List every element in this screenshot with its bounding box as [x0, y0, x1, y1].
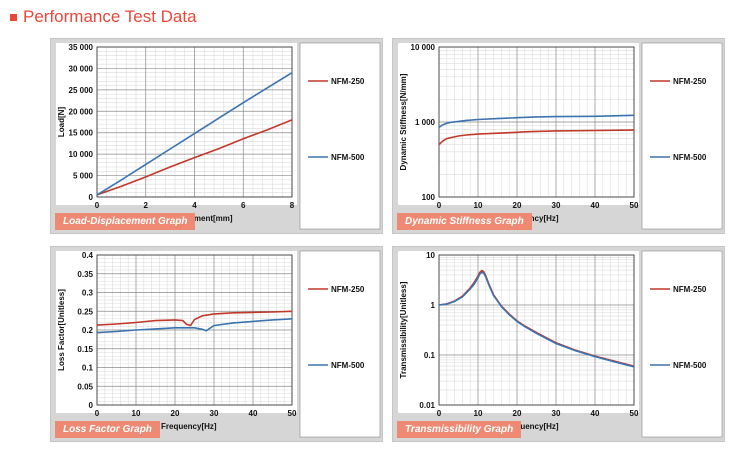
dynamic-stiffness-plot-frame — [438, 46, 635, 198]
loss-factor-x-tick-label: 50 — [288, 409, 297, 418]
load-displacement-legend-label: NFM-500 — [331, 153, 365, 162]
load-displacement-chart: 0 2 4 6 8 0 5 000 10 000 15 000 20 000 25 000 30 00… — [56, 42, 381, 230]
loss-factor-y-tick-label: 0.4 — [82, 251, 94, 260]
dynamic-stiffness-x-tick-label: 40 — [591, 201, 600, 210]
load-displacement-y-tick-label: 20 000 — [69, 107, 94, 116]
loss-factor-y-tick-label: 0.05 — [77, 382, 93, 391]
loss-factor-y-tick-label: 0.2 — [82, 326, 94, 335]
loss-factor-x-tick-label: 0 — [95, 409, 100, 418]
transmissibility-legend-box — [641, 250, 723, 438]
loss-factor-tag: Loss Factor Graph — [55, 421, 160, 438]
dynamic-stiffness-x-tick-label: 0 — [437, 201, 442, 210]
load-displacement-x-tick-label: 8 — [290, 201, 295, 210]
transmissibility-y-axis-label: Transmissibility[Unitless] — [399, 281, 408, 378]
transmissibility-x-tick-label: 50 — [630, 409, 639, 418]
dynamic-stiffness-legend-label: NFM-500 — [673, 153, 707, 162]
transmissibility-y-tick-label: 0.01 — [419, 401, 435, 410]
load-displacement-x-axis-label: Displacement[mm] — [161, 214, 233, 223]
loss-factor-y-axis-label: Loss Factor[Unitless] — [57, 289, 66, 371]
load-displacement-y-tick-label: 25 000 — [69, 86, 94, 95]
loss-factor-x-tick-label: 30 — [210, 409, 219, 418]
loss-factor-x-axis-label: Frequency[Hz] — [161, 422, 217, 431]
transmissibility-chart: 0 10 20 30 40 500.010.1110Frequency[Hz]Transm… — [398, 250, 723, 438]
loss-factor-panel: 0 10 20 30 40 50 0 0.05 0.1 0.15 0.2 0.25 0.3 0.35 0.4… — [50, 246, 383, 442]
transmissibility-x-tick-label: 0 — [437, 409, 442, 418]
transmissibility-x-axis-label: Frequency[Hz] — [503, 422, 559, 431]
load-displacement-tag: Load-Displacement Graph — [55, 213, 196, 230]
transmissibility-y-tick-label: 10 — [426, 251, 435, 260]
transmissibility-x-tick-label: 40 — [591, 409, 600, 418]
loss-factor-x-tick-label: 40 — [249, 409, 258, 418]
dynamic-stiffness-series-line — [438, 114, 635, 128]
loss-factor-legend-box — [299, 250, 381, 438]
load-displacement-legend-box — [299, 42, 381, 230]
loss-factor-y-tick-label: 0.15 — [77, 345, 93, 354]
dynamic-stiffness-x-tick-label: 10 — [474, 201, 483, 210]
load-displacement-x-tick-label: 6 — [241, 201, 246, 210]
load-displacement-y-tick-label: 5 000 — [73, 172, 94, 181]
loss-factor-series-line — [96, 318, 293, 334]
load-displacement-y-tick-label: 15 000 — [69, 129, 94, 138]
load-displacement-y-tick-label: 35 000 — [69, 43, 94, 52]
dynamic-stiffness-series-line — [438, 129, 635, 146]
load-displacement-y-tick-label: 10 000 — [69, 150, 94, 159]
load-displacement-y-tick-label: 0 — [89, 193, 94, 202]
transmissibility-legend-label: NFM-250 — [673, 285, 707, 294]
load-displacement-plot-frame — [96, 46, 293, 198]
transmissibility-plot-area — [439, 255, 634, 405]
loss-factor-chart: 0 10 20 30 40 50 0 0.05 0.1 0.15 0.2 0.25 0.3 0.35 0.4… — [56, 250, 381, 438]
load-displacement-y-tick-label: 30 000 — [69, 64, 94, 73]
dynamic-stiffness-y-tick-label: 10 000 — [411, 43, 436, 52]
transmissibility-panel: 0 10 20 30 40 50 0.01 0.1 1 10 Frequency[Hz] Transm… — [392, 246, 725, 442]
transmissibility-plot-frame — [438, 254, 635, 406]
load-displacement-legend-label: NFM-250 — [331, 77, 365, 86]
transmissibility-tag: Transmissibility Graph — [397, 421, 522, 438]
title-bullet-icon — [10, 13, 17, 21]
load-displacement-x-tick-label: 2 — [144, 201, 149, 210]
loss-factor-y-tick-label: 0.3 — [82, 289, 94, 298]
dynamic-stiffness-tag: Dynamic Stiffness Graph — [397, 213, 532, 230]
loss-factor-plot-frame — [96, 254, 293, 406]
load-displacement-series-line — [96, 119, 293, 196]
dynamic-stiffness-y-tick-label: 1 000 — [415, 118, 436, 127]
transmissibility-x-tick-label: 10 — [474, 409, 483, 418]
loss-factor-y-tick-label: 0.25 — [77, 307, 93, 316]
load-displacement-x-tick-label: 0 — [95, 201, 100, 210]
loss-factor-legend-label: NFM-250 — [331, 285, 365, 294]
dynamic-stiffness-y-axis-label: Dynamic Stiffness[N/mm] — [399, 73, 408, 170]
transmissibility-x-tick-label: 20 — [513, 409, 522, 418]
load-displacement-series-line — [96, 72, 293, 196]
loss-factor-x-tick-label: 10 — [132, 409, 141, 418]
dynamic-stiffness-x-tick-label: 20 — [513, 201, 522, 210]
loss-factor-series-line — [96, 310, 293, 327]
page-title-text: Performance Test Data — [23, 7, 197, 26]
load-displacement-y-axis-label: Load[N] — [57, 107, 66, 138]
loss-factor-x-tick-label: 20 — [171, 409, 180, 418]
dynamic-stiffness-y-tick-label: 100 — [422, 193, 436, 202]
loss-factor-y-tick-label: 0.35 — [77, 270, 93, 279]
transmissibility-y-tick-label: 0.1 — [424, 351, 436, 360]
load-displacement-x-tick-label: 4 — [192, 201, 197, 210]
loss-factor-y-tick-label: 0.1 — [82, 364, 94, 373]
loss-factor-legend-label: NFM-500 — [331, 361, 365, 370]
transmissibility-y-tick-label: 1 — [431, 301, 436, 310]
transmissibility-series-line — [438, 271, 635, 368]
transmissibility-x-tick-label: 30 — [552, 409, 561, 418]
transmissibility-legend-label: NFM-500 — [673, 361, 707, 370]
load-displacement-panel: 0 2 4 6 8 0 5 000 10 000 15 000 20 000 25 000 30 00… — [50, 38, 383, 234]
page-title: Performance Test Data — [10, 6, 197, 28]
loss-factor-y-tick-label: 0 — [89, 401, 94, 410]
dynamic-stiffness-legend-box — [641, 42, 723, 230]
dynamic-stiffness-x-tick-label: 50 — [630, 201, 639, 210]
dynamic-stiffness-legend-label: NFM-250 — [673, 77, 707, 86]
dynamic-stiffness-x-tick-label: 30 — [552, 201, 561, 210]
